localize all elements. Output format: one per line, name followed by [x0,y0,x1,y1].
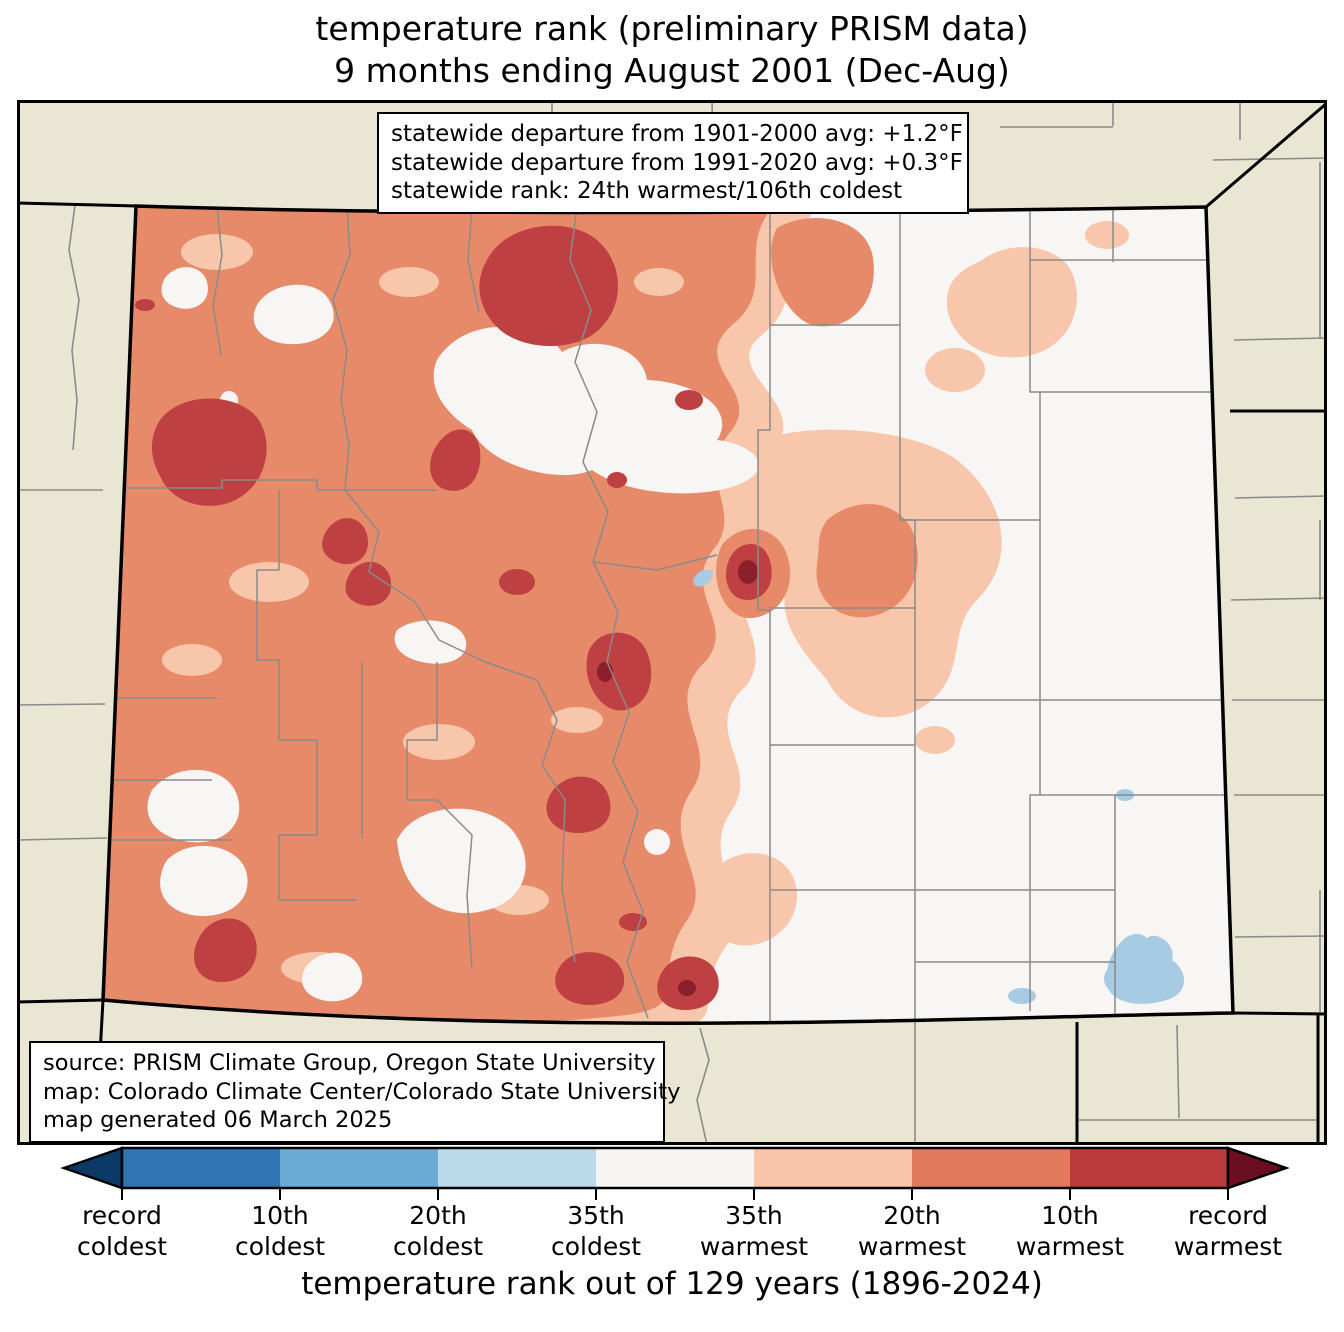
stats-line-3: statewide rank: 24th warmest/106th colde… [391,178,903,204]
cbar-label-35th-coldest: 35th coldest [550,1201,642,1261]
map-frame [17,100,1327,1145]
title-line-2: 9 months ending August 2001 (Dec-Aug) [334,51,1010,90]
temperature-rank-blobs [103,206,1231,1024]
neighbor-state-borders [17,101,1327,1145]
cbar-seg-20th-warmest [912,1148,1070,1188]
cbar-seg-neutral [596,1148,754,1188]
source-line-3: map generated 06 March 2025 [43,1107,393,1133]
cbar-label-35th-warmest: 35th warmest [699,1201,809,1261]
record-warmest-arrow [1226,1146,1290,1190]
colorado-county-lines [103,206,1231,1023]
source-line-1: source: PRISM Climate Group, Oregon Stat… [43,1050,656,1076]
cbar-label-record-coldest: record coldest [76,1201,168,1261]
stats-line-2: statewide departure from 1991-2020 avg: … [391,149,963,176]
figure-title: temperature rank (preliminary PRISM data… [0,8,1344,92]
cbar-label-10th-coldest: 10th coldest [234,1201,326,1261]
statewide-stats-box: statewide departure from 1901-2000 avg: … [377,112,969,214]
cbar-label-record-warmest: record warmest [1173,1201,1283,1261]
cbar-label-20th-warmest: 20th warmest [857,1201,967,1261]
source-attribution-box: source: PRISM Climate Group, Oregon Stat… [29,1041,681,1143]
neighbor-county-lines [17,100,1327,1145]
colorbar-caption: temperature rank out of 129 years (1896-… [301,1266,1043,1302]
colorado-temperature-rank-map [17,100,1327,1145]
temperature-rank-colorbar [60,1146,1290,1200]
title-line-1: temperature rank (preliminary PRISM data… [315,9,1029,48]
cbar-seg-20th-coldest [280,1148,438,1188]
cbar-seg-35th-warmest [754,1148,912,1188]
cbar-seg-10th-warmest [1070,1148,1228,1188]
record-coldest-arrow [60,1146,124,1190]
cbar-seg-35th-coldest [438,1148,596,1188]
cbar-ticks [121,1189,1229,1200]
cbar-label-10th-warmest: 10th warmest [1015,1201,1125,1261]
stats-line-1: statewide departure from 1901-2000 avg: … [391,121,963,147]
source-line-2: map: Colorado Climate Center/Colorado St… [43,1078,681,1105]
cbar-label-20th-coldest: 20th coldest [392,1201,484,1261]
cbar-seg-10th-coldest [122,1148,280,1188]
